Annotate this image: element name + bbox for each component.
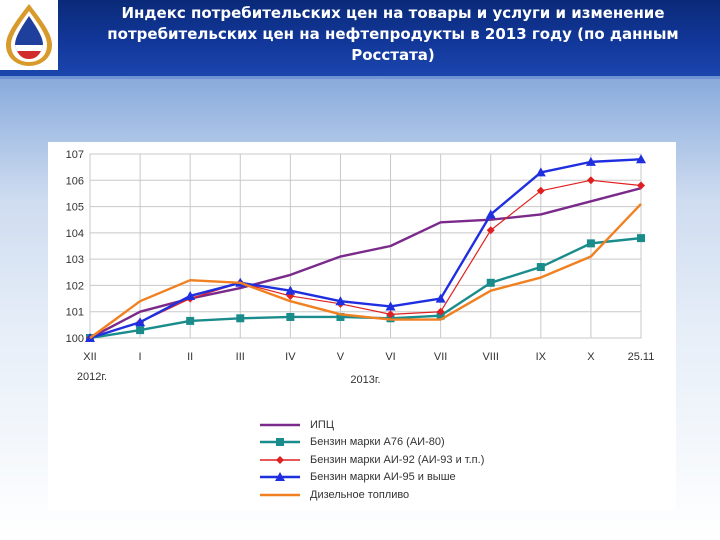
y-tick-label: 106 bbox=[66, 175, 84, 187]
data-point bbox=[335, 296, 346, 306]
x-tick-label: IX bbox=[536, 351, 547, 363]
logo bbox=[0, 0, 58, 70]
legend-item: Бензин марки АИ-92 (АИ-93 и т.п.) bbox=[260, 451, 560, 469]
x-tick-label: II bbox=[187, 351, 193, 363]
series-path bbox=[89, 179, 642, 339]
data-point bbox=[185, 290, 196, 300]
legend-item: Дизельное топливо bbox=[260, 486, 560, 504]
data-point bbox=[136, 326, 145, 335]
data-point bbox=[275, 472, 285, 482]
title-line-2: потребительских цен на нефтепродукты в 2… bbox=[107, 25, 679, 43]
data-point bbox=[336, 312, 345, 321]
x-tick-label: XII bbox=[83, 351, 96, 363]
legend-label: ИПЦ bbox=[310, 418, 334, 431]
legend-swatch bbox=[260, 455, 300, 464]
data-point bbox=[286, 312, 295, 321]
legend-item: ИПЦ bbox=[260, 416, 560, 434]
page-title: Индекс потребительских цен на товары и у… bbox=[78, 3, 708, 66]
series-line bbox=[89, 203, 642, 339]
series-line bbox=[85, 154, 646, 342]
data-point bbox=[536, 263, 545, 272]
y-tick-label: 103 bbox=[66, 254, 84, 266]
legend-label: Бензин марки АИ-92 (АИ-93 и т.п.) bbox=[310, 453, 485, 466]
data-point bbox=[236, 314, 245, 323]
y-tick-label: 102 bbox=[66, 280, 84, 292]
x-tick-label: 25.11 bbox=[628, 351, 655, 363]
header-bar: Индекс потребительских цен на товары и у… bbox=[0, 0, 720, 79]
y-axis-ticks: 100 101 102 103 104 105 106 107 bbox=[66, 149, 84, 345]
x-tick-label: IV bbox=[285, 351, 296, 363]
y-tick-label: 100 bbox=[66, 333, 84, 345]
y-tick-label: 101 bbox=[66, 307, 84, 319]
data-point bbox=[386, 310, 395, 319]
data-point bbox=[586, 239, 595, 248]
grid bbox=[89, 153, 642, 339]
plot-area bbox=[89, 153, 642, 339]
data-point bbox=[637, 234, 645, 243]
data-point bbox=[276, 438, 284, 447]
data-point bbox=[385, 301, 396, 311]
legend-item: Бензин марки АИ-95 и выше bbox=[260, 469, 560, 487]
data-point bbox=[585, 156, 596, 166]
x-tick-label: VI bbox=[385, 351, 395, 363]
data-point bbox=[586, 176, 595, 185]
data-point bbox=[276, 455, 284, 464]
year-label: 2013г. bbox=[350, 374, 380, 386]
data-point bbox=[285, 285, 296, 295]
data-point bbox=[135, 317, 146, 327]
series-path bbox=[89, 203, 642, 339]
data-point bbox=[485, 209, 496, 219]
x-tick-label: V bbox=[337, 351, 345, 363]
legend-label: Дизельное топливо bbox=[310, 488, 410, 501]
data-point bbox=[637, 181, 645, 190]
data-point bbox=[486, 226, 495, 235]
x-tick-label: I bbox=[139, 351, 142, 363]
title-line-1: Индекс потребительских цен на товары и у… bbox=[121, 4, 665, 22]
legend-swatch bbox=[260, 438, 300, 447]
legend-swatch bbox=[260, 472, 300, 482]
chart-card: 100 101 102 103 104 105 106 107 XII I II III IV V VI V… bbox=[48, 142, 676, 510]
title-line-3: Росстата) bbox=[351, 46, 435, 64]
data-point bbox=[535, 167, 546, 177]
year-label: 2012г. bbox=[77, 371, 107, 383]
x-tick-label: III bbox=[236, 351, 245, 363]
data-point bbox=[186, 316, 195, 325]
legend: ИПЦ Бензин марки А76 (АИ-80) Бензин марки … bbox=[260, 416, 560, 504]
legend-item: Бензин марки А76 (АИ-80) bbox=[260, 434, 560, 452]
data-point bbox=[436, 307, 445, 316]
data-point bbox=[636, 154, 646, 164]
drop-logo-icon bbox=[6, 4, 52, 66]
data-point bbox=[435, 293, 446, 303]
data-point bbox=[536, 186, 545, 195]
y-tick-label: 107 bbox=[66, 149, 84, 161]
legend-swatch bbox=[260, 493, 300, 497]
y-tick-label: 104 bbox=[66, 228, 84, 240]
x-tick-label: X bbox=[587, 351, 595, 363]
legend-label: Бензин марки А76 (АИ-80) bbox=[310, 436, 445, 449]
series-path bbox=[89, 158, 642, 340]
data-point bbox=[486, 278, 495, 287]
legend-swatch bbox=[260, 423, 300, 427]
x-tick-label: VIII bbox=[482, 351, 499, 363]
y-tick-label: 105 bbox=[66, 202, 84, 214]
x-tick-label: VII bbox=[434, 351, 447, 363]
series-lines bbox=[85, 154, 646, 342]
legend-label: Бензин марки АИ-95 и выше bbox=[310, 471, 456, 484]
